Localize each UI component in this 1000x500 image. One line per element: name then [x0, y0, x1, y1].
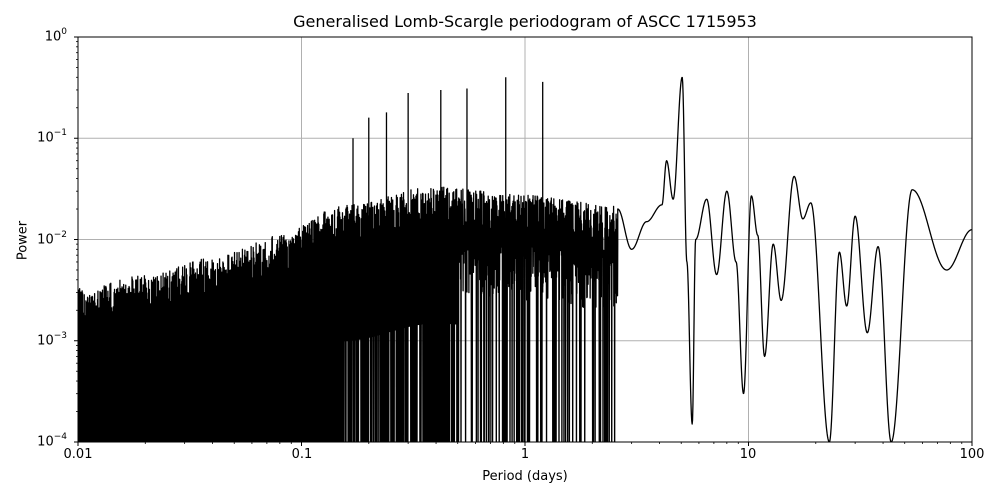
x-tick-label: 1 [520, 447, 530, 462]
x-tick-label: 0.1 [291, 447, 313, 462]
y-tick-label: 10−1 [37, 128, 67, 146]
y-tick-label: 100 [44, 27, 67, 45]
x-tick-label: 10 [739, 447, 757, 462]
axis-ticks [74, 36, 973, 446]
y-tick-label: 10−3 [37, 331, 67, 349]
x-tick-label: 0.01 [63, 447, 93, 462]
x-tick-label: 100 [959, 447, 985, 462]
x-axis-label: Period (days) [482, 469, 568, 484]
chart-title: Generalised Lomb-Scargle periodogram of … [293, 12, 757, 31]
power-curve [78, 76, 972, 442]
y-tick-label: 10−4 [37, 432, 67, 450]
y-tick-label: 10−2 [37, 230, 67, 248]
y-axis-label: Power [15, 220, 31, 261]
